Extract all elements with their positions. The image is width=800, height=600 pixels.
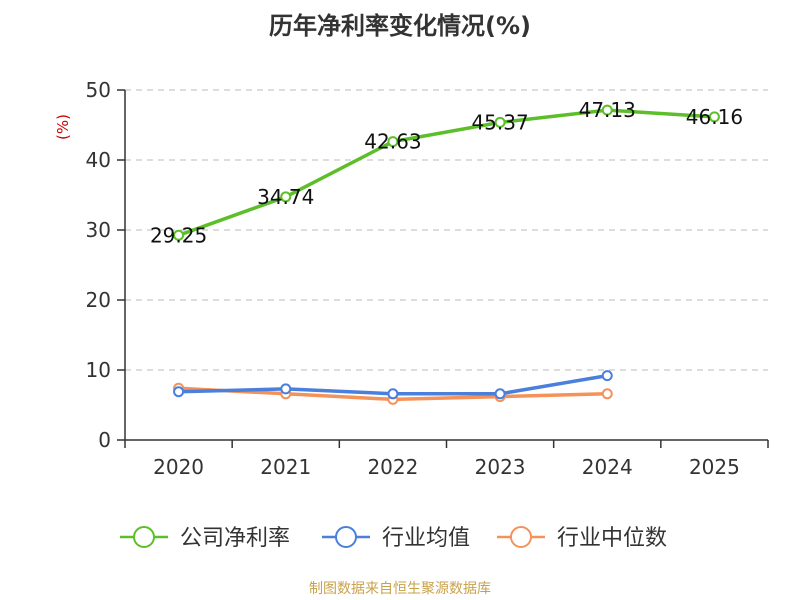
series xyxy=(173,104,720,405)
y-tick-label: 50 xyxy=(86,78,111,102)
data-point[interactable] xyxy=(601,370,613,382)
legend-item[interactable]: 公司净利率 xyxy=(120,526,290,551)
data-label: 45.37 xyxy=(471,110,528,134)
axes: 0 10 20 30 40 50 2020 2021 2022 2023 2024 2025 (%) xyxy=(54,78,769,479)
chart-title: 历年净利率变化情况(%) xyxy=(269,12,531,40)
x-tick-label: 2023 xyxy=(475,455,526,479)
data-point[interactable] xyxy=(280,191,292,203)
series-line xyxy=(176,108,717,238)
data-labels: 29.25 34.74 42.63 45.37 47.13 46.16 xyxy=(150,98,743,247)
y-tick-label: 10 xyxy=(86,358,111,382)
data-point[interactable] xyxy=(387,136,399,148)
data-point[interactable] xyxy=(601,104,613,116)
grid-lines xyxy=(125,89,768,371)
data-point[interactable] xyxy=(387,388,399,400)
data-label: 47.13 xyxy=(579,98,636,122)
x-tick-label: 2022 xyxy=(367,455,418,479)
y-tick-label: 0 xyxy=(98,428,111,452)
legend-item[interactable]: 行业中位数 xyxy=(497,526,667,551)
y-tick-label: 30 xyxy=(86,218,111,242)
legend-label: 行业均值 xyxy=(382,526,470,551)
data-label: 46.16 xyxy=(686,105,743,129)
data-point[interactable] xyxy=(601,388,613,400)
legend-label: 行业中位数 xyxy=(557,526,667,551)
x-tick-label: 2020 xyxy=(153,455,204,479)
y-tick-label: 20 xyxy=(86,288,111,312)
x-tick-label: 2024 xyxy=(582,455,633,479)
legend-item[interactable]: 行业均值 xyxy=(322,526,470,551)
data-label: 42.63 xyxy=(364,130,421,154)
legend-marker xyxy=(335,526,357,548)
y-axis-label: (%) xyxy=(54,114,72,140)
data-point[interactable] xyxy=(708,111,720,123)
data-point[interactable] xyxy=(173,386,185,398)
data-point[interactable] xyxy=(494,116,506,128)
y-tick-label: 40 xyxy=(86,148,111,172)
legend-marker xyxy=(133,526,155,548)
data-point[interactable] xyxy=(494,388,506,400)
x-tick-label: 2025 xyxy=(689,455,740,479)
data-point[interactable] xyxy=(173,229,185,241)
legend-marker xyxy=(510,526,532,548)
data-label: 29.25 xyxy=(150,223,207,247)
source-note: 制图数据来自恒生聚源数据库 xyxy=(309,581,491,597)
legend[interactable]: 公司净利率 行业均值 行业中位数 xyxy=(120,526,667,551)
x-tick-label: 2021 xyxy=(260,455,311,479)
data-point[interactable] xyxy=(280,383,292,395)
data-label: 34.74 xyxy=(257,185,314,209)
legend-label: 公司净利率 xyxy=(180,526,290,551)
